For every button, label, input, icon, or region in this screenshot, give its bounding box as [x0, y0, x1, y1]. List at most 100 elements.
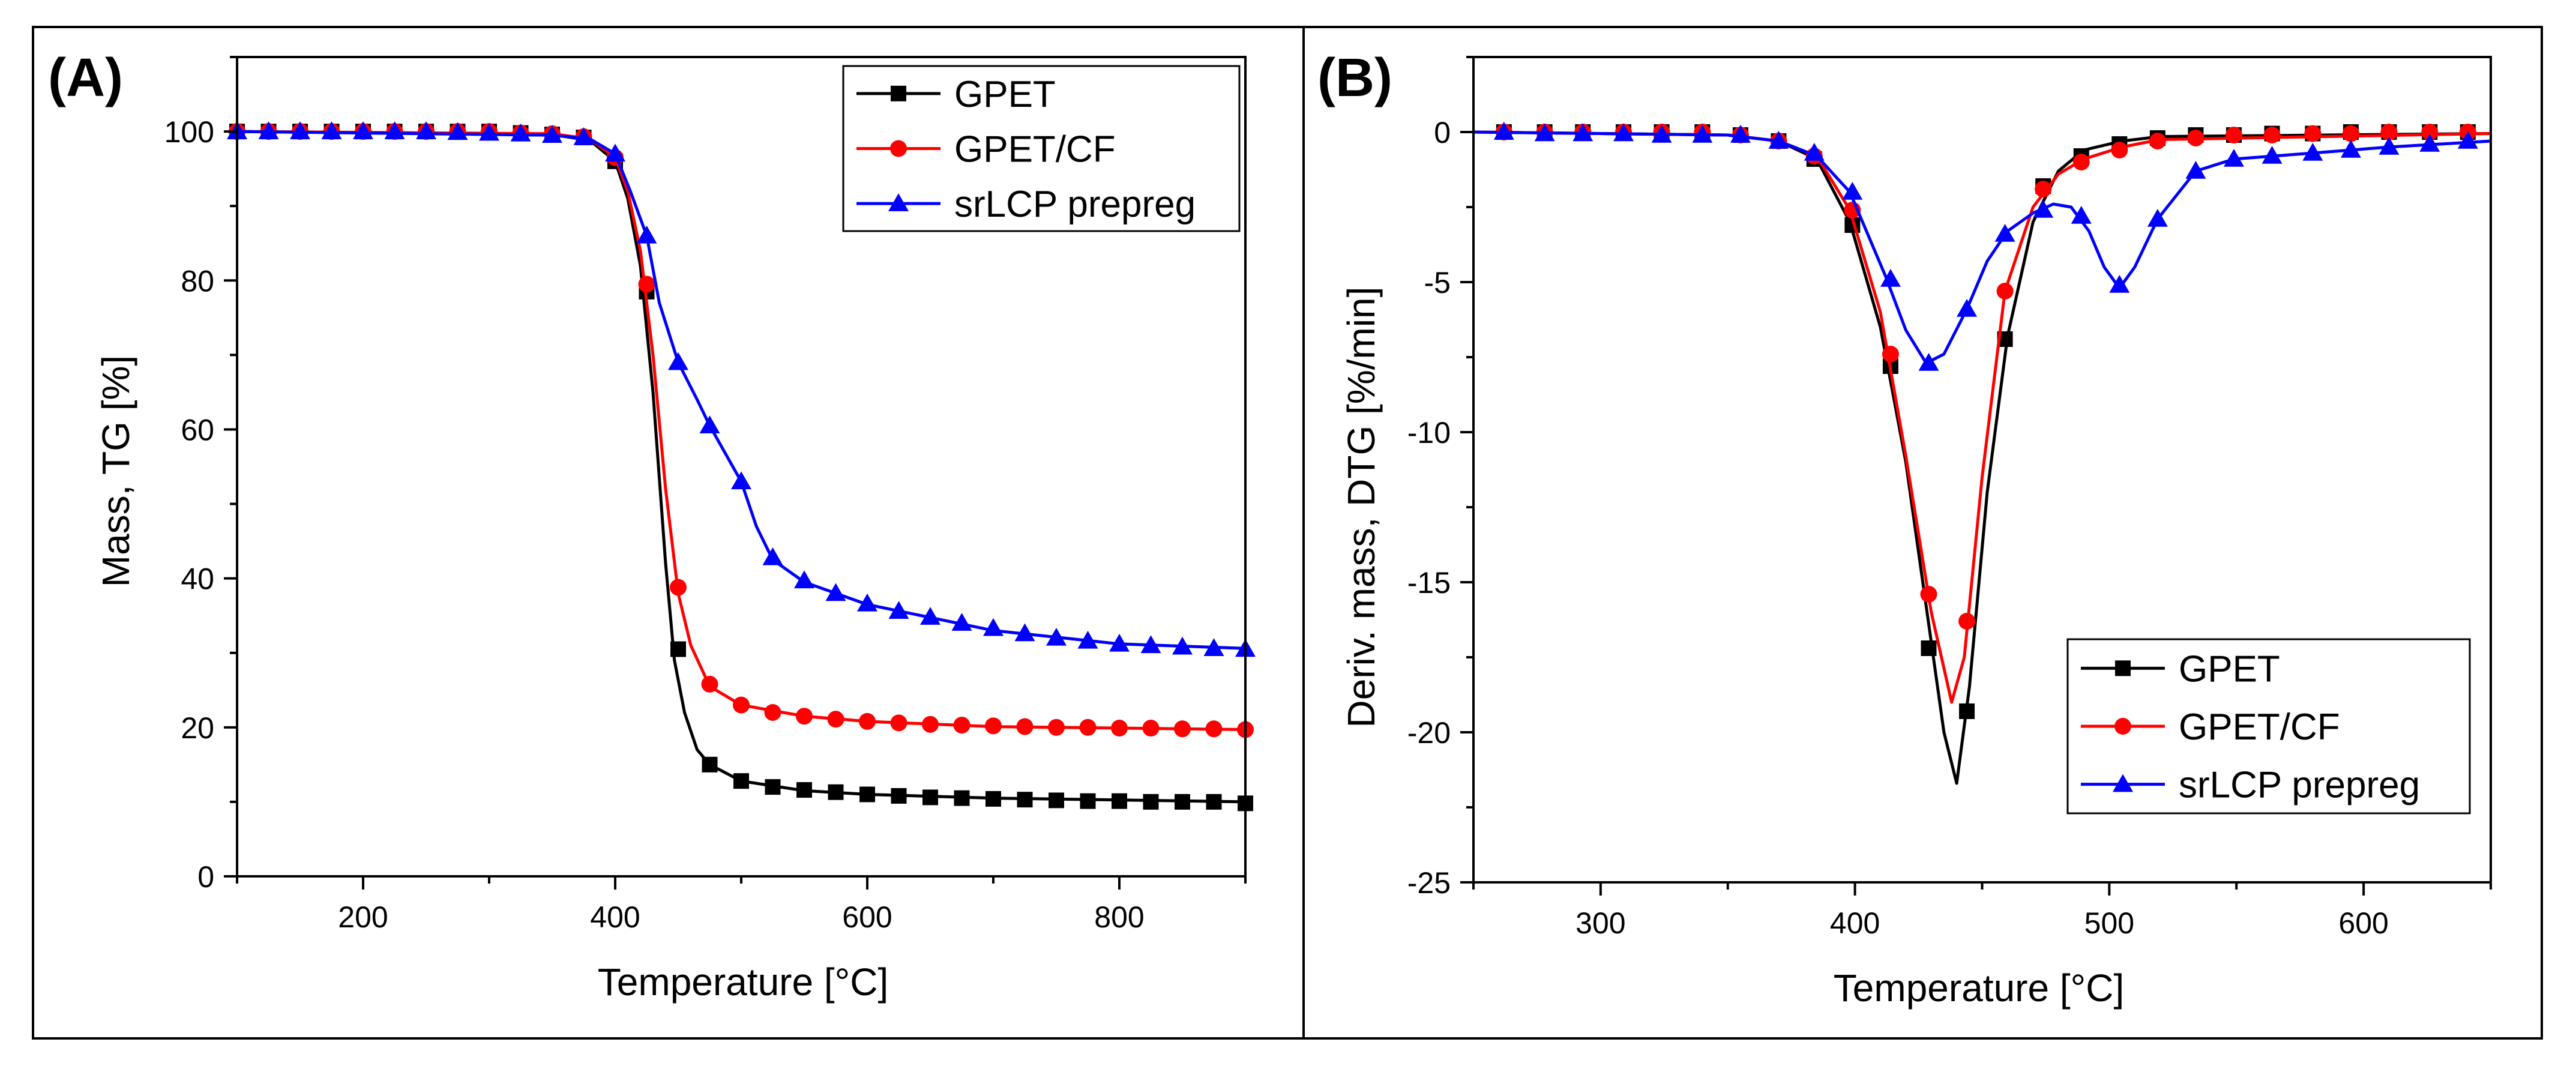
data-point-gpet-cf-12: [1958, 613, 1976, 630]
panel-b: (B) 300 400 500 600 -25 -20 -15 -10 -5 0 Temperat…: [1317, 48, 2492, 1010]
data-point-srlcp-prepreg-14: [668, 352, 688, 370]
data-point-srlcp-prepreg-10: [542, 125, 562, 143]
legend-marker-gpet-cf: [890, 140, 907, 157]
legend-marker-gpet: [891, 85, 906, 101]
data-point-gpet-19: [828, 784, 844, 800]
data-point-srlcp-prepreg-21: [888, 601, 909, 619]
y-tick-label: -20: [1407, 716, 1451, 750]
data-point-srlcp-prepreg-18: [794, 570, 814, 589]
data-point-srlcp-prepreg-10: [1880, 269, 1901, 287]
legend-label-gpet: GPET: [954, 74, 1056, 115]
panel-label-b: (B): [1317, 48, 1392, 108]
data-point-srlcp-prepreg-30: [1172, 636, 1193, 655]
data-point-gpet-29: [1143, 793, 1159, 810]
data-point-gpet-cf-23: [2380, 124, 2398, 140]
data-point-srlcp-prepreg-8: [1804, 143, 1825, 161]
legend-entry-gpet: GPET: [2081, 648, 2280, 690]
data-point-gpet-cf-24: [985, 717, 1002, 735]
data-point-srlcp-prepreg-2: [290, 121, 310, 139]
y-tick-label: 60: [181, 413, 214, 447]
data-point-gpet-cf-18: [796, 708, 813, 725]
legend-entry-gpet-cf: GPET/CF: [2081, 706, 2340, 748]
y-tick-label: -10: [1407, 416, 1451, 450]
data-point-srlcp-prepreg-18: [2185, 161, 2206, 179]
data-point-srlcp-prepreg-16: [731, 471, 751, 490]
data-point-gpet-cf-15: [2072, 154, 2090, 170]
legend-a: GPET GPET/CF srLCP prepreg: [842, 65, 1241, 232]
data-point-srlcp-prepreg-6: [416, 121, 436, 139]
data-point-gpet-16: [733, 773, 749, 789]
y-tick-label: 80: [181, 264, 214, 298]
data-point-gpet-cf-29: [1142, 720, 1160, 737]
legend-label-gpet-cf: GPET/CF: [954, 129, 1116, 170]
data-point-srlcp-prepreg-9: [1842, 182, 1863, 200]
data-point-gpet-cf-15: [701, 675, 718, 693]
data-point-srlcp-prepreg-2: [1572, 123, 1593, 142]
legend-marker-gpet: [2115, 660, 2131, 676]
data-point-gpet-cf-22: [2342, 125, 2359, 142]
data-point-srlcp-prepreg-22: [920, 607, 940, 625]
x-tick-label: 600: [842, 900, 892, 934]
data-point-gpet-cf-10: [1882, 346, 1899, 363]
data-point-gpet-14: [670, 641, 686, 657]
data-point-gpet-cf-19: [827, 711, 844, 728]
data-point-srlcp-prepreg-17: [2147, 209, 2168, 227]
x-tick-label: 400: [590, 900, 640, 934]
y-tick-label: 0: [197, 860, 214, 894]
x-tick-label: 200: [338, 900, 388, 934]
data-point-gpet-27: [1080, 793, 1096, 809]
y-tick-label: 40: [181, 562, 214, 596]
data-point-gpet-cf-13: [1996, 283, 2014, 300]
data-point-gpet-cf-21: [890, 714, 907, 732]
data-point-srlcp-prepreg-13: [1994, 224, 2015, 242]
data-point-srlcp-prepreg-3: [1613, 123, 1634, 142]
data-point-srlcp-prepreg-0: [1493, 122, 1514, 140]
data-point-gpet-cf-25: [1016, 718, 1034, 735]
data-point-gpet-23: [954, 790, 970, 806]
legend-label-srlcp-prepreg: srLCP prepreg: [2179, 765, 2420, 806]
data-point-gpet-cf-18: [2187, 130, 2204, 146]
data-point-srlcp-prepreg-25: [1014, 623, 1035, 642]
data-point-srlcp-prepreg-19: [2224, 149, 2245, 167]
y-tick-label: -5: [1424, 266, 1451, 300]
legend-entry-gpet: GPET: [856, 74, 1056, 115]
data-point-srlcp-prepreg-12: [1957, 299, 1978, 317]
data-point-srlcp-prepreg-14: [2033, 200, 2054, 218]
legend-b: GPET GPET/CF srLCP prepreg: [2066, 638, 2471, 815]
data-point-gpet-cf-28: [1111, 720, 1128, 737]
data-point-gpet-22: [922, 789, 938, 805]
legend-marker-srlcp-prepreg: [2113, 774, 2133, 792]
data-point-srlcp-prepreg-8: [479, 122, 499, 141]
data-point-srlcp-prepreg-20: [857, 593, 877, 612]
data-point-srlcp-prepreg-9: [510, 123, 531, 142]
data-point-srlcp-prepreg-21: [2302, 143, 2323, 161]
data-point-gpet-cf-13: [638, 276, 655, 293]
data-point-gpet-12: [1959, 703, 1975, 719]
legend-label-gpet-cf: GPET/CF: [2179, 706, 2340, 748]
y-tick-label: 100: [164, 115, 214, 149]
data-point-srlcp-prepreg-5: [384, 121, 405, 139]
x-axis-label-b: Temperature [°C]: [1834, 966, 2124, 1010]
x-axis-label-a: Temperature [°C]: [598, 960, 888, 1004]
legend-label-gpet: GPET: [2179, 648, 2280, 690]
data-point-srlcp-prepreg-16: [2109, 275, 2130, 293]
x-tick-label: 800: [1094, 900, 1144, 934]
panel-label-a: (A): [48, 48, 123, 108]
data-point-gpet-20: [859, 786, 875, 802]
y-tick-label: -15: [1407, 566, 1451, 600]
data-point-gpet-18: [796, 782, 812, 798]
data-point-gpet-cf-14: [2035, 181, 2052, 197]
data-point-gpet-cf-14: [670, 579, 687, 596]
data-point-gpet-cf-27: [1079, 718, 1097, 736]
plot-area-a: 200 400 600 800 0 20 40 60 80 100: [164, 56, 1256, 934]
legend-marker-srlcp-prepreg: [888, 193, 909, 211]
y-axis-label-a: Mass, TG [%]: [94, 355, 137, 587]
legend-label-srlcp-prepreg: srLCP prepreg: [954, 184, 1196, 225]
data-point-srlcp-prepreg-24: [983, 618, 1004, 636]
data-point-gpet-cf-20: [2263, 127, 2281, 143]
data-point-srlcp-prepreg-15: [2071, 206, 2092, 224]
data-point-gpet-cf-20: [859, 712, 876, 730]
data-point-srlcp-prepreg-4: [1651, 125, 1672, 143]
data-point-gpet-15: [702, 756, 718, 772]
y-axis-label-b: Deriv. mass, DTG [%/min]: [1340, 287, 1383, 728]
